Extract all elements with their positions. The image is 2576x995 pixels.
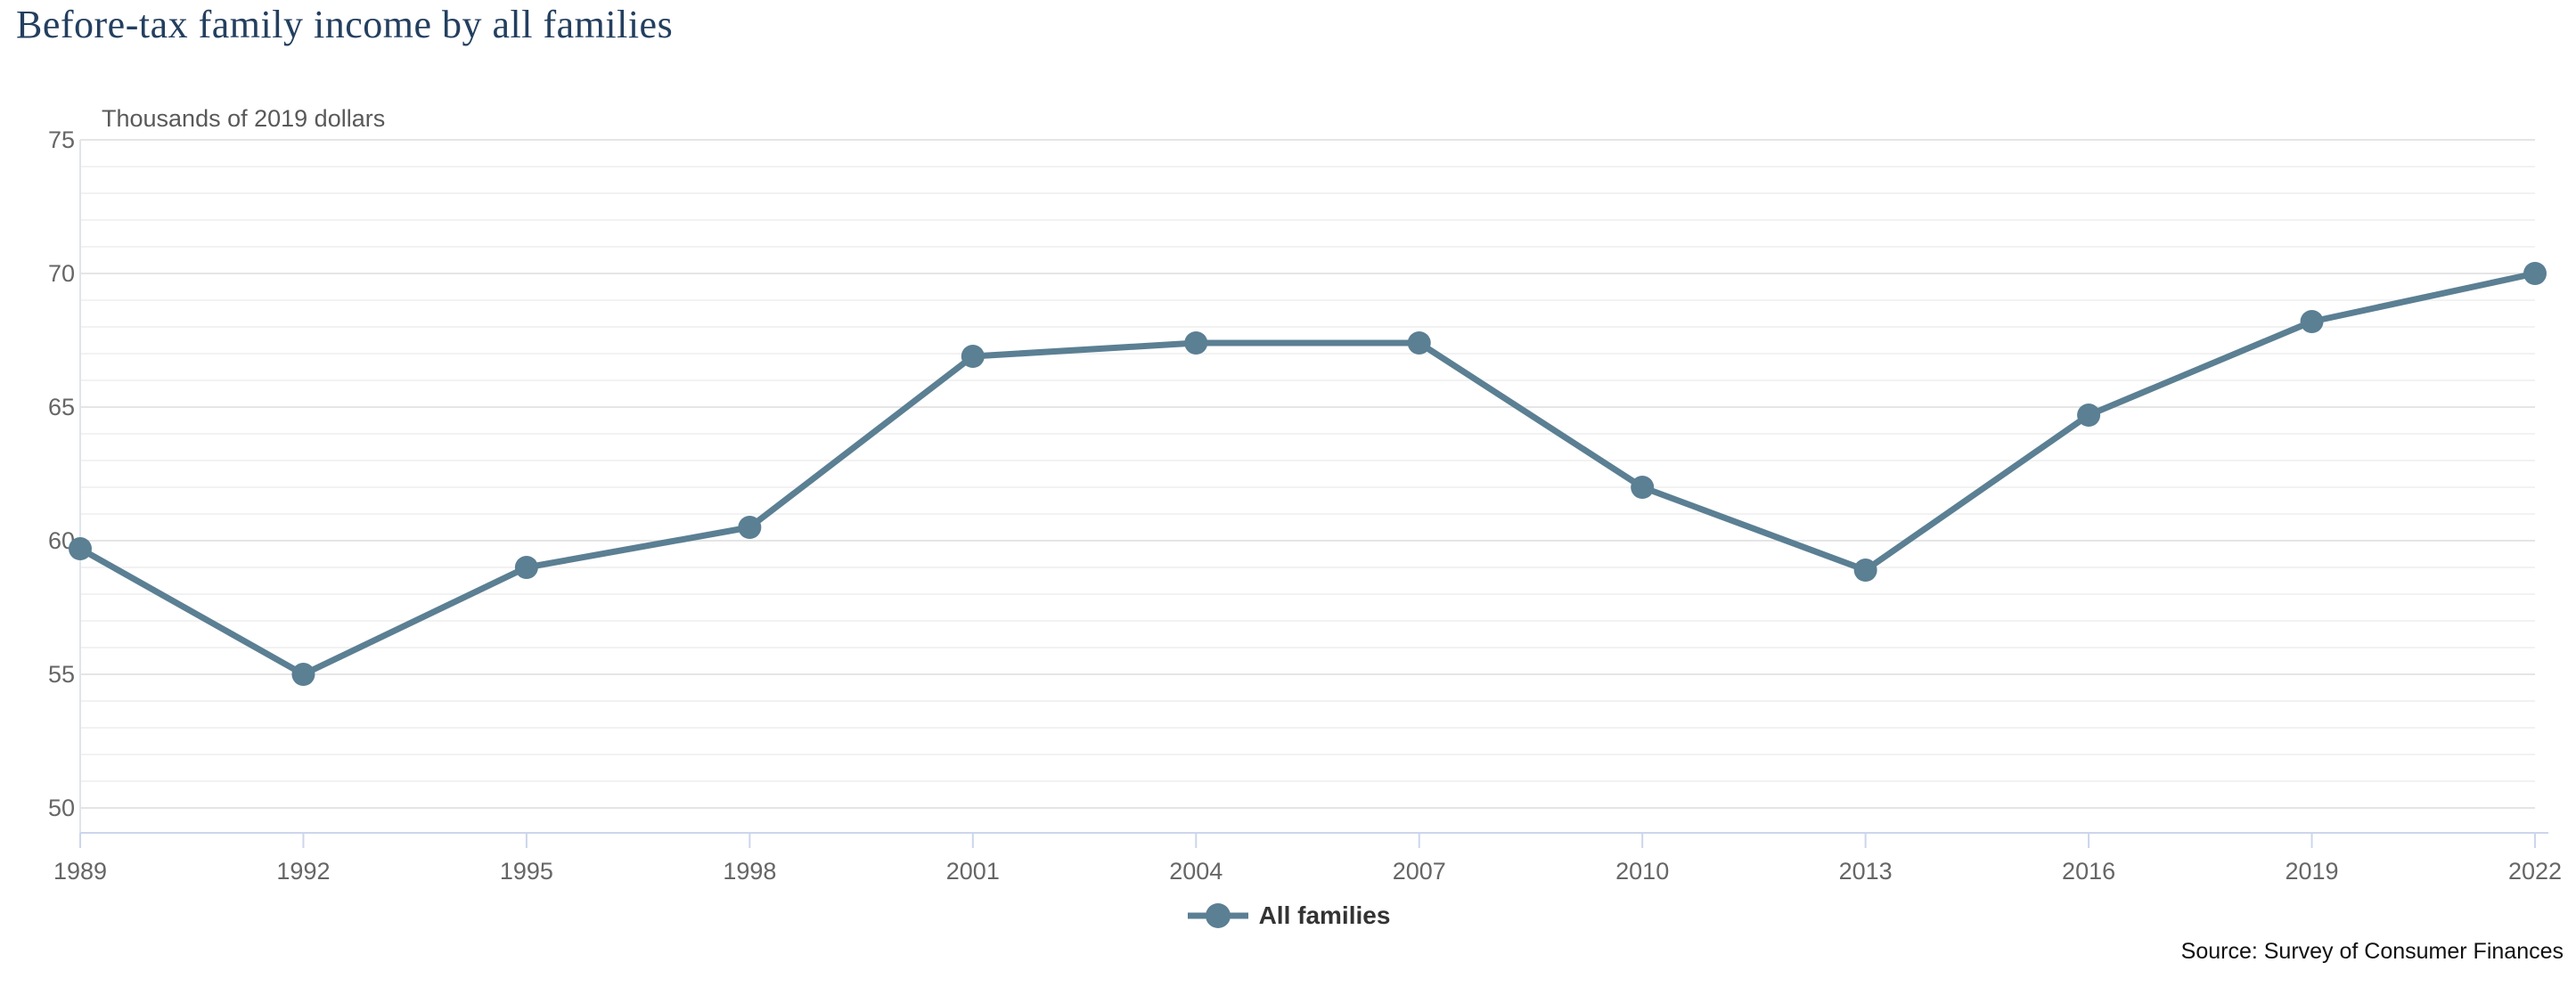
- data-point-marker[interactable]: [291, 663, 315, 686]
- y-axis-tick-label: 70: [48, 260, 75, 287]
- x-axis-tick-label: 1989: [53, 858, 107, 885]
- x-axis-tick-label: 2022: [2508, 858, 2562, 885]
- chart-subtitle: Thousands of 2019 dollars: [102, 105, 386, 132]
- legend-item-all-families[interactable]: All families: [1186, 901, 1391, 930]
- legend-marker-dot: [1205, 903, 1231, 928]
- data-point-marker[interactable]: [1407, 331, 1431, 355]
- x-axis-tick-label: 2016: [2062, 858, 2115, 885]
- data-point-marker[interactable]: [69, 537, 92, 560]
- x-axis-tick-label: 2004: [1169, 858, 1223, 885]
- data-point-marker[interactable]: [514, 556, 538, 579]
- y-axis-tick-label: 75: [48, 126, 75, 153]
- data-point-marker[interactable]: [2077, 404, 2101, 427]
- x-axis-tick-label: 1998: [723, 858, 776, 885]
- data-point-marker[interactable]: [1853, 559, 1877, 582]
- x-axis-tick-label: 1992: [276, 858, 330, 885]
- x-axis-tick-label: 2001: [946, 858, 1000, 885]
- series-line-all-families: [77, 270, 2539, 678]
- source-caption: Source: Survey of Consumer Finances: [2180, 939, 2564, 964]
- data-point-marker[interactable]: [2300, 310, 2324, 333]
- y-axis-tick-label: 55: [48, 661, 75, 688]
- legend: All families: [0, 901, 2576, 930]
- chart-title: Before-tax family income by all families: [16, 3, 674, 46]
- legend-label: All families: [1258, 901, 1391, 929]
- x-axis-tick-label: 2007: [1393, 858, 1446, 885]
- x-axis-tick-label: 2010: [1615, 858, 1669, 885]
- legend-line-marker-icon: [1187, 903, 1248, 928]
- y-axis-tick-label: 50: [48, 795, 75, 821]
- x-axis-tick-label: 2019: [2286, 858, 2339, 885]
- x-axis-tick-label: 2013: [1839, 858, 1893, 885]
- y-axis-tick-label: 65: [48, 394, 75, 420]
- data-point-marker[interactable]: [961, 345, 985, 368]
- data-point-marker[interactable]: [2523, 262, 2547, 285]
- data-point-marker[interactable]: [1184, 331, 1208, 355]
- data-point-marker[interactable]: [738, 516, 762, 539]
- data-point-marker[interactable]: [1631, 476, 1655, 499]
- x-axis-tick-label: 1995: [500, 858, 553, 885]
